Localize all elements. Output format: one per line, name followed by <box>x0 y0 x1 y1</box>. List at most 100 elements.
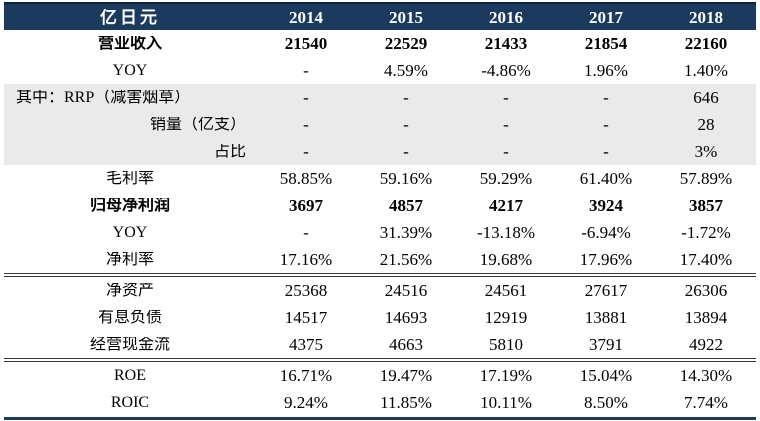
cell-value: 16.71% <box>279 367 333 384</box>
cell-value: 1.96% <box>584 62 628 79</box>
cell-value: 3% <box>694 143 718 160</box>
cell-value: - <box>603 116 609 133</box>
cell-value: 3924 <box>589 197 623 214</box>
cell-value: - <box>303 224 309 241</box>
cell-value: - <box>503 116 509 133</box>
cell-value: - <box>603 89 609 106</box>
cell-value: 5810 <box>489 336 523 353</box>
cell-value: 9.24% <box>284 394 328 411</box>
cell-value: - <box>503 89 509 106</box>
row-label: 有息负债 <box>97 309 162 326</box>
cell-value: 8.50% <box>584 394 628 411</box>
cell-value: 19.47% <box>379 367 433 384</box>
table-header-row: 亿日元 2014 2015 2016 2017 2018 <box>4 2 756 30</box>
row-label: 毛利率 <box>105 170 154 187</box>
section-divider <box>4 358 756 362</box>
row-label: 其中：RRP（减害烟草） <box>16 89 191 106</box>
cell-value: 25368 <box>284 282 328 299</box>
row-label: 销量（亿支） <box>149 116 246 133</box>
table-row-5: 毛利率 58.85% 59.16% 59.29% 61.40% 57.89% <box>4 165 756 192</box>
cell-value: 11.85% <box>380 394 432 411</box>
cell-value: 13881 <box>584 309 628 326</box>
cell-value: 22160 <box>684 35 728 52</box>
cell-value: 59.29% <box>479 170 533 187</box>
cell-value: 21854 <box>584 35 628 52</box>
row-label: YOY <box>112 224 148 241</box>
cell-value: 15.04% <box>579 367 633 384</box>
cell-value: 21433 <box>484 35 528 52</box>
year-header-2014: 2014 <box>289 8 323 26</box>
cell-value: 61.40% <box>579 170 633 187</box>
row-label: 归母净利润 <box>89 197 170 214</box>
row-label: YOY <box>112 62 148 79</box>
cell-value: - <box>303 143 309 160</box>
table-row-13: ROIC 9.24% 11.85% 10.11% 8.50% 7.74% <box>4 389 756 416</box>
section-divider <box>4 273 756 277</box>
table-row-6: 归母净利润 3697 4857 4217 3924 3857 <box>4 192 756 219</box>
cell-value: 24561 <box>484 282 528 299</box>
table-row-7: YOY - 31.39% -13.18% -6.94% -1.72% <box>4 219 756 246</box>
cell-value: 4375 <box>289 336 323 353</box>
cell-value: 4857 <box>389 197 423 214</box>
table-body: 营业收入 21540 22529 21433 21854 22160 YOY -4.59% -4… <box>4 30 756 416</box>
row-label: ROIC <box>110 394 150 411</box>
cell-value: 17.40% <box>679 251 733 268</box>
financial-table: 亿日元 2014 2015 2016 2017 2018 营业收入 21540 22529 2… <box>4 2 756 420</box>
cell-value: 13894 <box>684 309 728 326</box>
row-label: 经营现金流 <box>89 336 170 353</box>
cell-value: 17.19% <box>479 367 533 384</box>
cell-value: 3857 <box>689 197 723 214</box>
cell-value: - <box>303 62 309 79</box>
cell-value: 31.39% <box>379 224 433 241</box>
cell-value: 4217 <box>489 197 523 214</box>
unit-label: 亿日元 <box>100 8 160 26</box>
table-bottom-rule <box>4 417 756 420</box>
cell-value: - <box>503 143 509 160</box>
row-label: ROE <box>114 367 146 384</box>
table-row-0: 营业收入 21540 22529 21433 21854 22160 <box>4 30 756 57</box>
cell-value: 21540 <box>284 35 328 52</box>
cell-value: 27617 <box>584 282 628 299</box>
cell-value: 57.89% <box>679 170 733 187</box>
cell-value: 24516 <box>384 282 428 299</box>
cell-value: 58.85% <box>279 170 333 187</box>
cell-value: 1.40% <box>684 62 728 79</box>
cell-value: -6.94% <box>581 224 631 241</box>
table-row-3: 销量（亿支） - - - - 28 <box>4 111 756 138</box>
cell-value: 10.11% <box>480 394 532 411</box>
cell-value: - <box>403 89 409 106</box>
year-header-2015: 2015 <box>389 8 423 26</box>
cell-value: 17.16% <box>279 251 333 268</box>
cell-value: 3697 <box>289 197 323 214</box>
cell-value: 28 <box>697 116 715 133</box>
cell-value: 7.74% <box>684 394 728 411</box>
cell-value: 4.59% <box>384 62 428 79</box>
cell-value: - <box>303 116 309 133</box>
cell-value: 646 <box>693 89 719 106</box>
row-label: 营业收入 <box>97 35 162 52</box>
table-row-2: 其中：RRP（减害烟草） - - - - 646 <box>4 84 756 111</box>
cell-value: -13.18% <box>476 224 536 241</box>
year-header-2017: 2017 <box>589 8 623 26</box>
table-row-12: ROE 16.71% 19.47% 17.19% 15.04% 14.30% <box>4 362 756 389</box>
cell-value: -1.72% <box>681 224 731 241</box>
table-row-1: YOY - 4.59% -4.86% 1.96% 1.40% <box>4 57 756 84</box>
cell-value: 4663 <box>389 336 423 353</box>
table-row-9: 净资产 25368 24516 24561 27617 26306 <box>4 277 756 304</box>
cell-value: 21.56% <box>379 251 433 268</box>
cell-value: - <box>603 143 609 160</box>
row-label: 净资产 <box>105 282 154 299</box>
table-row-11: 经营现金流 4375 4663 5810 3791 4922 <box>4 331 756 358</box>
cell-value: 3791 <box>589 336 623 353</box>
cell-value: - <box>403 116 409 133</box>
row-label: 净利率 <box>105 251 154 268</box>
cell-value: 59.16% <box>379 170 433 187</box>
cell-value: 14.30% <box>679 367 733 384</box>
cell-value: -4.86% <box>481 62 531 79</box>
table-row-10: 有息负债 14517 14693 12919 13881 13894 <box>4 304 756 331</box>
table-row-4: 占比 - - - - 3% <box>4 138 756 165</box>
cell-value: 17.96% <box>579 251 633 268</box>
cell-value: 4922 <box>689 336 723 353</box>
cell-value: - <box>303 89 309 106</box>
